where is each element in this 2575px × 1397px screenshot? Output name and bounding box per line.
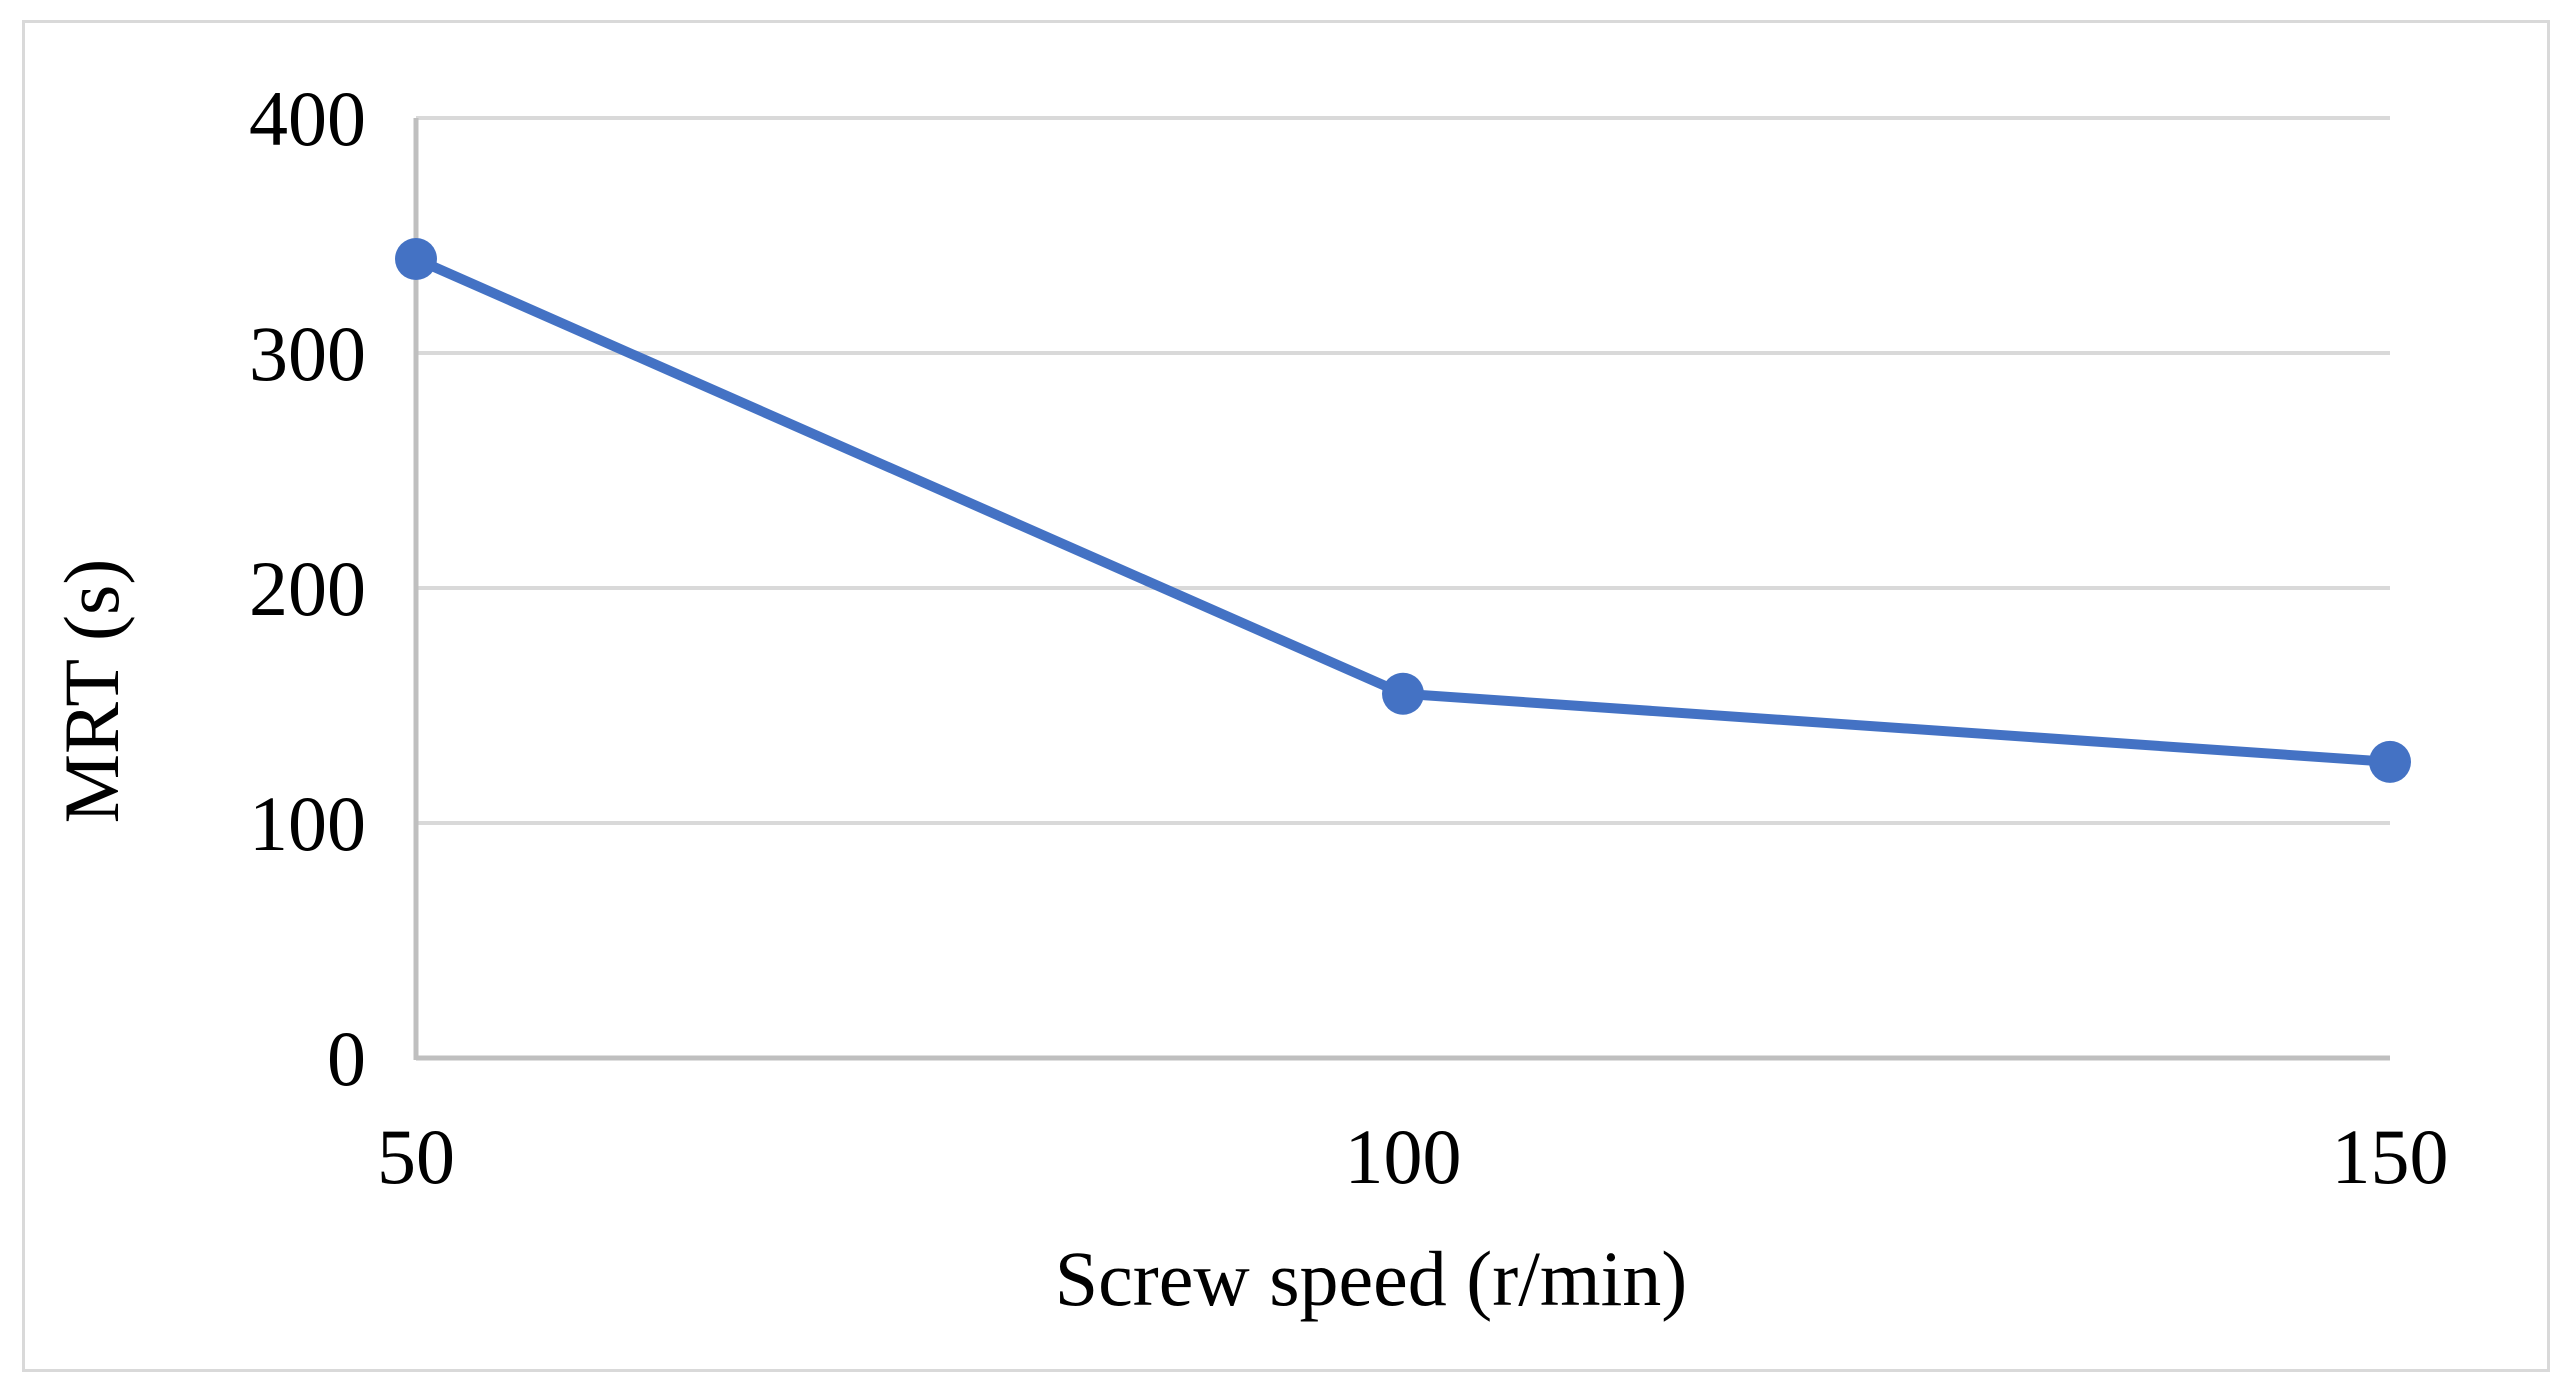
x-tick-label-50: 50 [377,1113,455,1200]
x-axis-title: Screw speed (r/min) [1055,1235,1687,1322]
gridlines [416,116,2390,825]
y-tick-labels: 0 100 200 300 400 [249,75,366,1102]
y-axis-title: MRT (s) [48,559,135,824]
data-point-150 [2369,740,2411,783]
data-point-50 [395,238,437,280]
y-tick-label-0: 0 [327,1015,366,1102]
data-point-100 [1382,672,1424,715]
y-tick-label-300: 300 [249,310,366,397]
series [395,238,2411,783]
chart-frame [22,20,2550,1372]
x-tick-labels: 50 100 150 [377,1113,2449,1200]
x-tick-label-150: 150 [2332,1113,2449,1200]
y-tick-label-400: 400 [249,75,366,162]
y-tick-label-100: 100 [249,780,366,867]
y-tick-label-200: 200 [249,545,366,632]
x-tick-label-100: 100 [1345,1113,1462,1200]
